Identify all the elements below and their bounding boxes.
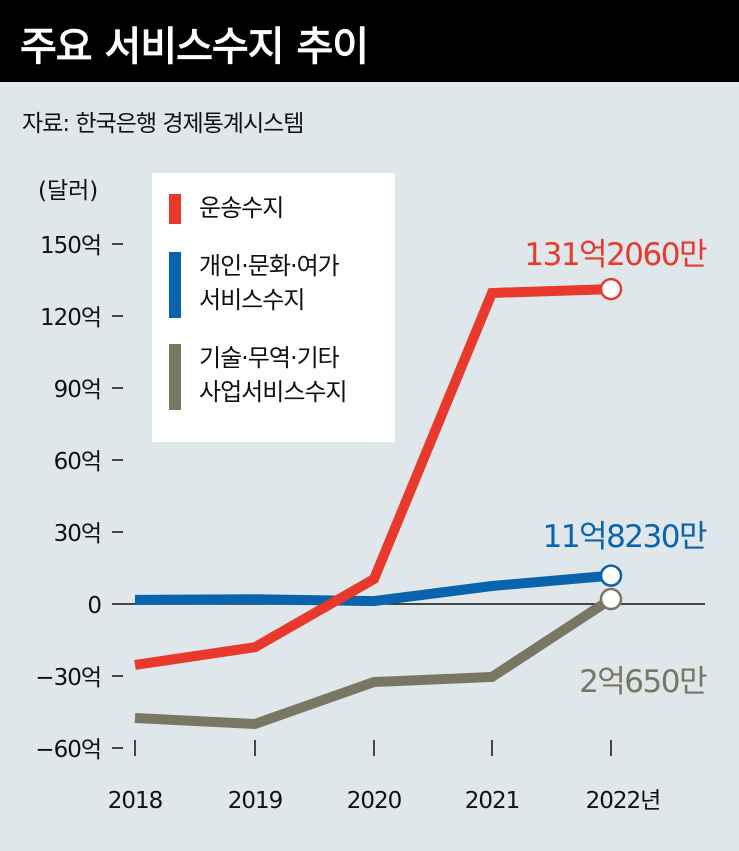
end-data-label: 2억650만 — [579, 664, 707, 700]
legend-item-business: 기술·무역·기타 사업서비스수지 — [169, 341, 348, 410]
series-line-2 — [134, 594, 614, 730]
y-tick-label: 90억 — [54, 377, 101, 403]
y-tick-label: 60억 — [54, 449, 101, 475]
legend-label: 운송수지 — [199, 194, 284, 222]
x-tick-label: 2019 — [228, 788, 283, 814]
header-bar: 주요 서비스수지 추이 — [0, 0, 739, 82]
legend-swatch — [169, 344, 181, 410]
legend-label: 기술·무역·기타 사업서비스수지 — [199, 344, 348, 406]
page-title: 주요 서비스수지 추이 — [20, 24, 369, 70]
y-tick-label: −30억 — [35, 665, 101, 691]
legend: 운송수지 개인·문화·여가 서비스수지 기술·무역·기타 사업서비스수지 — [152, 173, 395, 442]
end-data-label: 11억8230만 — [543, 519, 707, 555]
y-tick-label: −60억 — [35, 737, 101, 763]
series-line-0 — [134, 284, 612, 670]
legend-label: 개인·문화·여가 서비스수지 — [199, 252, 340, 314]
y-tick-label: 0 — [87, 593, 101, 619]
y-tick-label: 30억 — [54, 521, 101, 547]
end-marker-0 — [599, 277, 623, 301]
legend-item-transport: 운송수지 — [169, 191, 284, 225]
legend-swatch — [169, 252, 181, 318]
y-tick-label: 120억 — [40, 305, 101, 331]
end-marker-2 — [599, 587, 623, 611]
legend-swatch — [169, 194, 181, 224]
x-tick-label: 2018 — [108, 788, 163, 814]
end-data-label: 131억2060만 — [524, 237, 707, 273]
x-tick-label: 2020 — [347, 788, 402, 814]
x-tick-label: 2021 — [465, 788, 520, 814]
y-unit-label: (달러) — [38, 178, 98, 204]
end-marker-1 — [599, 564, 623, 587]
legend-item-personal: 개인·문화·여가 서비스수지 — [169, 249, 340, 318]
source-note: 자료: 한국은행 경제통계시스템 — [22, 111, 304, 137]
x-tick-label: 2022년 — [586, 788, 661, 814]
series-line-1 — [134, 570, 612, 607]
y-tick-label: 150억 — [40, 233, 101, 259]
